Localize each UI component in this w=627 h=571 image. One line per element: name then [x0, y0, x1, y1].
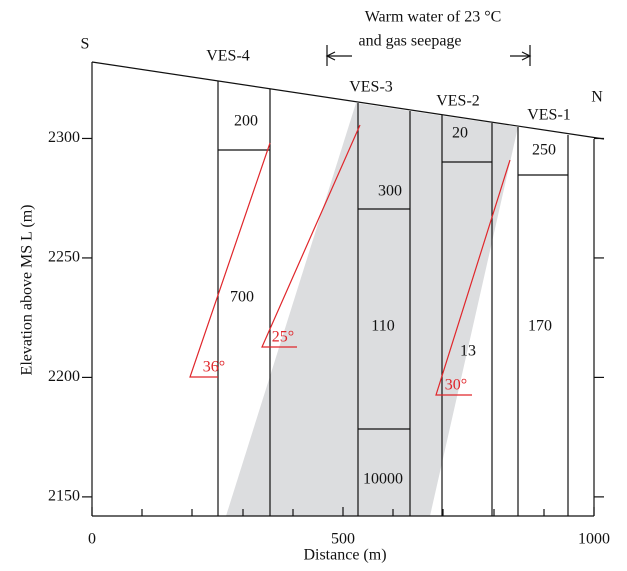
- y-tick-label: 2300: [48, 129, 80, 146]
- dip-angle: 30°: [445, 377, 467, 394]
- layer-value: 250: [532, 142, 556, 159]
- annotation: Warm water of 23 °C: [365, 9, 502, 26]
- ves-label: VES-3: [349, 79, 393, 96]
- layer-value: 300: [378, 183, 402, 200]
- dip-angle: 36°: [203, 359, 225, 376]
- y-tick-label: 2250: [48, 249, 80, 266]
- minor-ticks: [141, 509, 545, 516]
- layer-value: 10000: [363, 471, 403, 488]
- y-tick-label: 2150: [48, 488, 80, 505]
- ground-surface: [91, 61, 605, 140]
- layer-value: 20: [452, 125, 468, 142]
- x-tick-label: 500: [331, 531, 355, 548]
- layer-value: 110: [371, 318, 394, 335]
- y-axis-label: Elevation above MS L (m): [19, 205, 36, 376]
- y-tick-label: 2200: [48, 368, 80, 385]
- direction: N: [591, 89, 603, 106]
- seepage-zone: [226, 103, 518, 516]
- dip-angle: 25°: [272, 329, 294, 346]
- ves-label: VES-4: [206, 48, 250, 65]
- layer-value: 13: [460, 343, 476, 360]
- ves-label: VES-2: [436, 93, 480, 110]
- annotation: and gas seepage: [358, 33, 461, 50]
- x-tick-label: 0: [88, 531, 96, 548]
- layer-value: 200: [234, 113, 258, 130]
- ves-column: [217, 81, 569, 516]
- x-tick-label: 1000: [578, 531, 610, 548]
- layer-value: 700: [230, 289, 254, 306]
- layer-value: 170: [528, 318, 552, 335]
- dip-lines: [189, 124, 511, 396]
- x-axis-label: Distance (m): [303, 547, 386, 564]
- ves-label: VES-1: [527, 107, 571, 124]
- direction: S: [81, 36, 90, 53]
- annotation-arrows: [325, 45, 532, 66]
